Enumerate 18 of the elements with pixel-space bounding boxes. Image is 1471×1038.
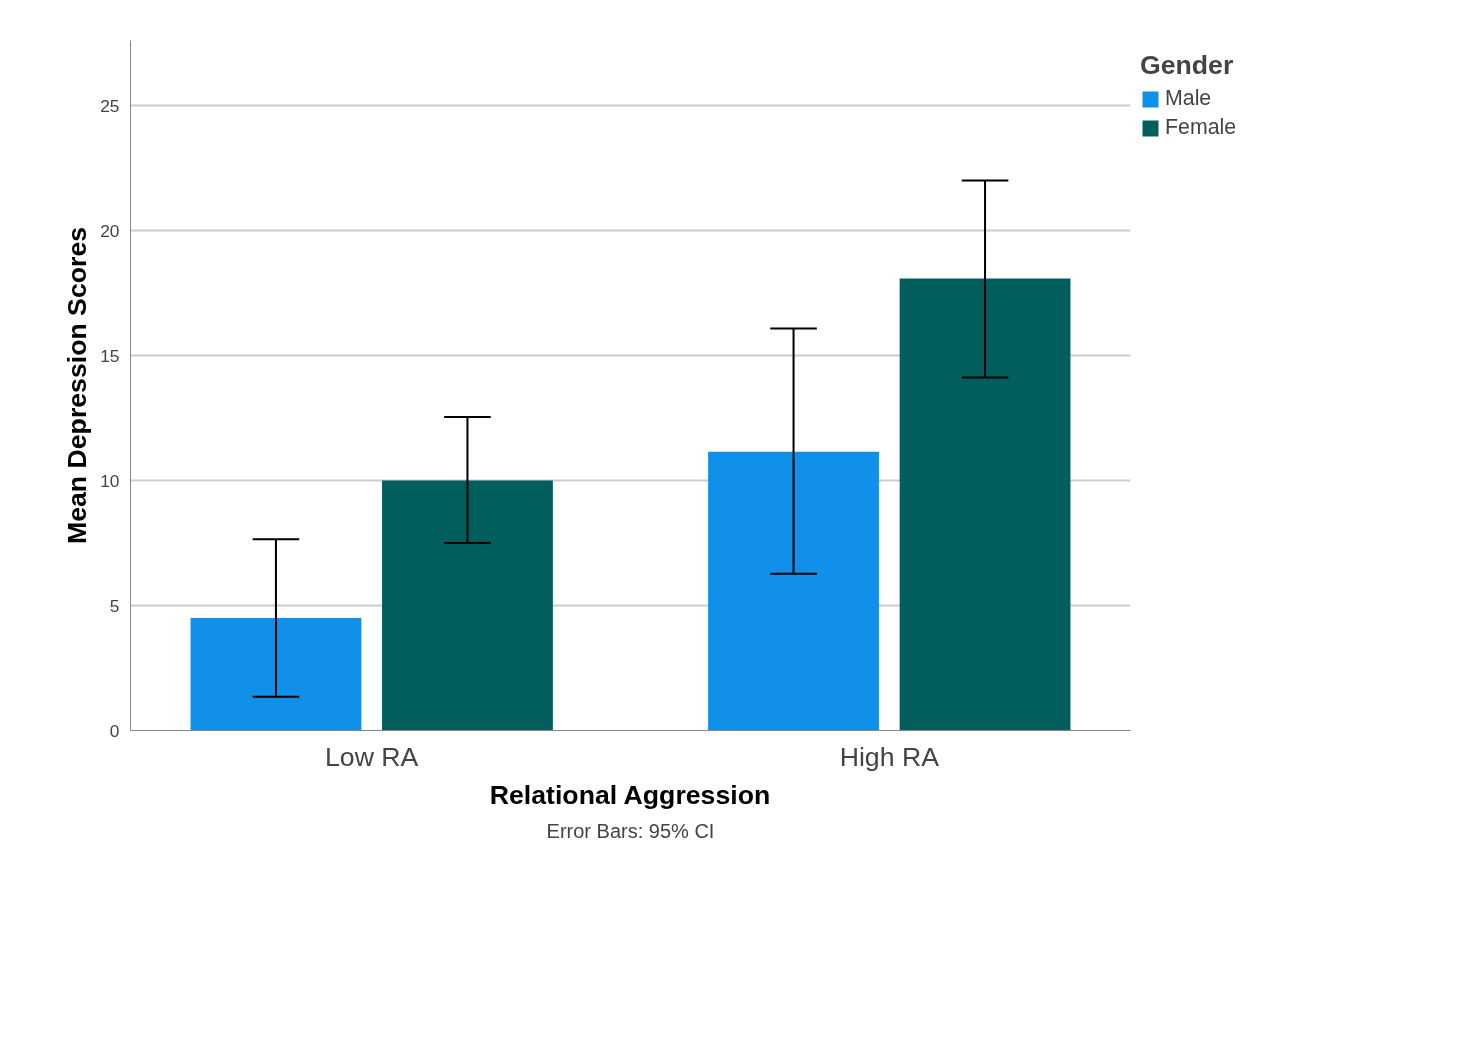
x-tick-label: Low RA (325, 741, 419, 772)
bar (708, 451, 879, 731)
y-tick-label: 25 (100, 95, 120, 116)
x-tick-label: High RA (839, 741, 940, 772)
text: Error Bars: 95% CI (546, 819, 715, 842)
y-tick-label: 20 (100, 220, 120, 241)
y-axis-title: Mean Depression Scores (62, 226, 93, 545)
bar (899, 278, 1071, 731)
x-axis-title: Relational Aggression (489, 779, 771, 810)
bar (382, 480, 553, 731)
bar (190, 618, 362, 731)
y-tick-label: 0 (109, 720, 120, 741)
legend-label: Female (1165, 115, 1237, 140)
legend-title: Gender (1140, 50, 1235, 81)
y-tick-label: 15 (100, 345, 120, 366)
y-tick-label: 5 (109, 595, 120, 616)
y-tick-label: 10 (100, 470, 120, 491)
legend-label: Male (1165, 86, 1212, 111)
